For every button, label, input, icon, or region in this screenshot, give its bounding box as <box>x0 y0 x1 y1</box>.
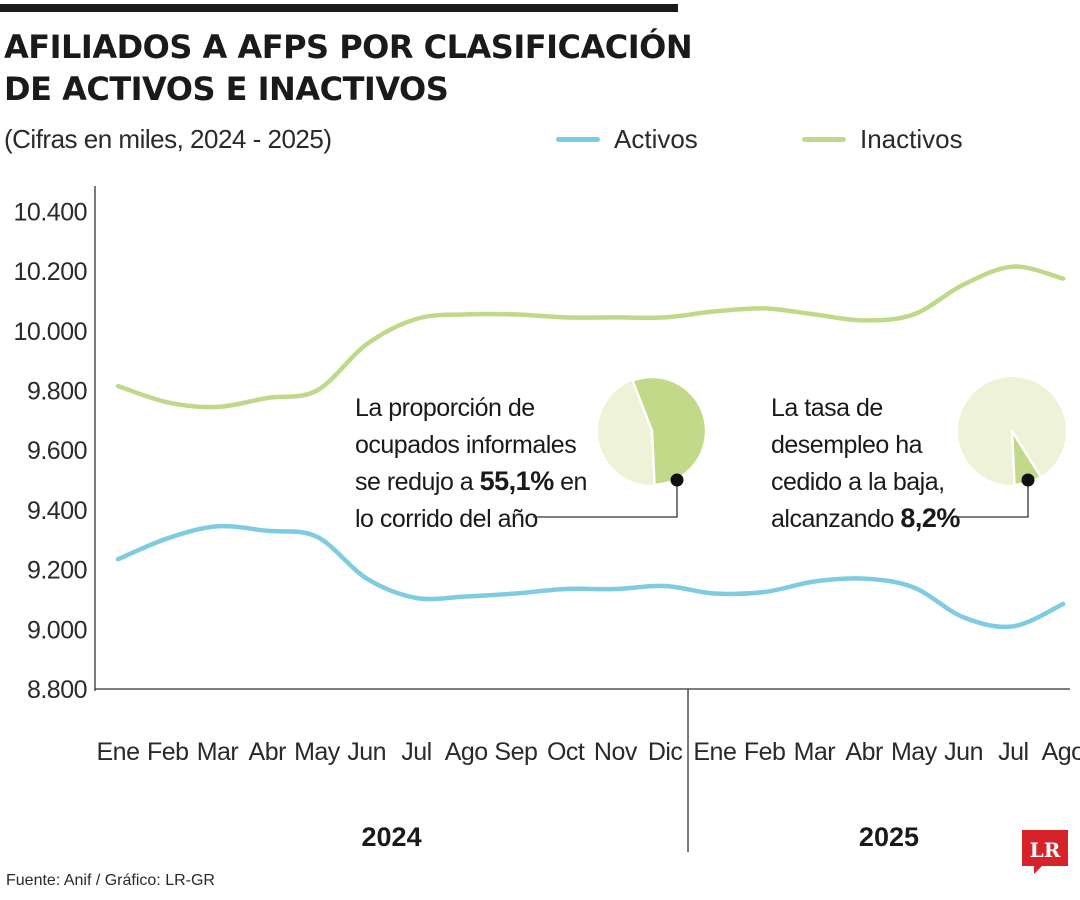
annotation-text-run: cedido a la baja, <box>771 468 945 496</box>
legend-swatch-activos <box>556 137 600 142</box>
x-tick-label: Sep <box>494 738 537 766</box>
annotation-highlight-value: 55,1% <box>480 466 555 496</box>
annotation-dot <box>670 473 684 487</box>
x-tick-label: Mar <box>197 738 239 766</box>
legend-label-inactivos: Inactivos <box>860 124 963 154</box>
lr-logo: LR <box>1022 830 1068 874</box>
y-tick-label: 9.200 <box>27 557 87 585</box>
legend-item-activos: Activos <box>556 124 698 155</box>
x-tick-label: Jun <box>944 738 983 766</box>
x-tick-label: May <box>294 738 341 766</box>
annotation-text-run: lo corrido del año <box>355 505 538 533</box>
x-tick-label: Abr <box>249 738 287 766</box>
y-tick-label: 9.000 <box>27 616 87 644</box>
x-tick-label: Nov <box>594 738 638 766</box>
x-tick-label: Feb <box>147 738 189 766</box>
x-tick-label: Ago <box>445 738 488 766</box>
annotation-2: La tasa de desempleo ha cedido a la baja, a… <box>771 377 1066 533</box>
y-tick-label: 10.400 <box>14 198 87 226</box>
annotation-1: La proporción de ocupados informales se re… <box>355 375 708 533</box>
annotation-text-run: se redujo a <box>355 468 480 496</box>
x-tick-label: Oct <box>547 738 585 766</box>
y-tick-label: 8.800 <box>27 676 87 704</box>
series-line-activos <box>115 523 1066 630</box>
annotation-text-run: en <box>554 468 587 496</box>
y-tick-label: 10.000 <box>14 318 87 346</box>
y-tick-label: 9.600 <box>27 437 87 465</box>
legend-item-inactivos: Inactivos <box>802 124 963 155</box>
year-label: 2024 <box>362 822 422 852</box>
x-tick-label: Mar <box>794 738 836 766</box>
annotation-text-run: La proporción de <box>355 394 535 422</box>
top-rule <box>0 4 678 12</box>
annotation-text-run: desempleo ha <box>771 431 923 459</box>
annotation-text-run: La tasa de <box>771 394 883 422</box>
x-tick-label: Ago <box>1042 738 1080 766</box>
y-tick-label: 10.200 <box>14 258 87 286</box>
legend-swatch-inactivos <box>802 137 846 142</box>
annotation-text-run: ocupados informales <box>355 431 576 459</box>
x-tick-label: Ene <box>97 738 140 766</box>
chart-title-line-2: DE ACTIVOS E INACTIVOS <box>4 70 449 108</box>
chart-title-line-1: AFILIADOS A AFPS POR CLASIFICACIÓN <box>4 28 693 66</box>
x-tick-label: Dic <box>648 738 683 766</box>
annotation-text-run: alcanzando <box>771 505 900 533</box>
year-label: 2025 <box>859 822 919 852</box>
x-tick-label: Jul <box>401 738 431 766</box>
x-tick-label: Jun <box>347 738 386 766</box>
annotation-highlight-value: 8,2% <box>900 503 960 533</box>
series-line-inactivos <box>115 264 1066 410</box>
x-tick-label: Ene <box>693 738 736 766</box>
logo-text: LR <box>1030 838 1061 862</box>
legend-label-activos: Activos <box>614 124 698 154</box>
x-tick-label: Jul <box>998 738 1028 766</box>
annotation-text: La tasa de desempleo ha cedido a la baja, a… <box>771 394 960 533</box>
y-tick-label: 9.400 <box>27 497 87 525</box>
annotation-dot <box>1021 473 1035 487</box>
x-tick-label: Feb <box>744 738 786 766</box>
x-tick-label: May <box>891 738 938 766</box>
chart-title: AFILIADOS A AFPS POR CLASIFICACIÓN DE AC… <box>4 26 704 110</box>
x-tick-label: Abr <box>845 738 883 766</box>
y-tick-label: 9.800 <box>27 378 87 406</box>
annotation-connector <box>533 480 678 518</box>
annotation-connector <box>957 480 1029 518</box>
chart-subtitle: (Cifras en miles, 2024 - 2025) <box>4 124 332 154</box>
source-note: Fuente: Anif / Gráfico: LR-GR <box>6 872 215 889</box>
annotation-text: La proporción de ocupados informales se re… <box>355 394 587 533</box>
